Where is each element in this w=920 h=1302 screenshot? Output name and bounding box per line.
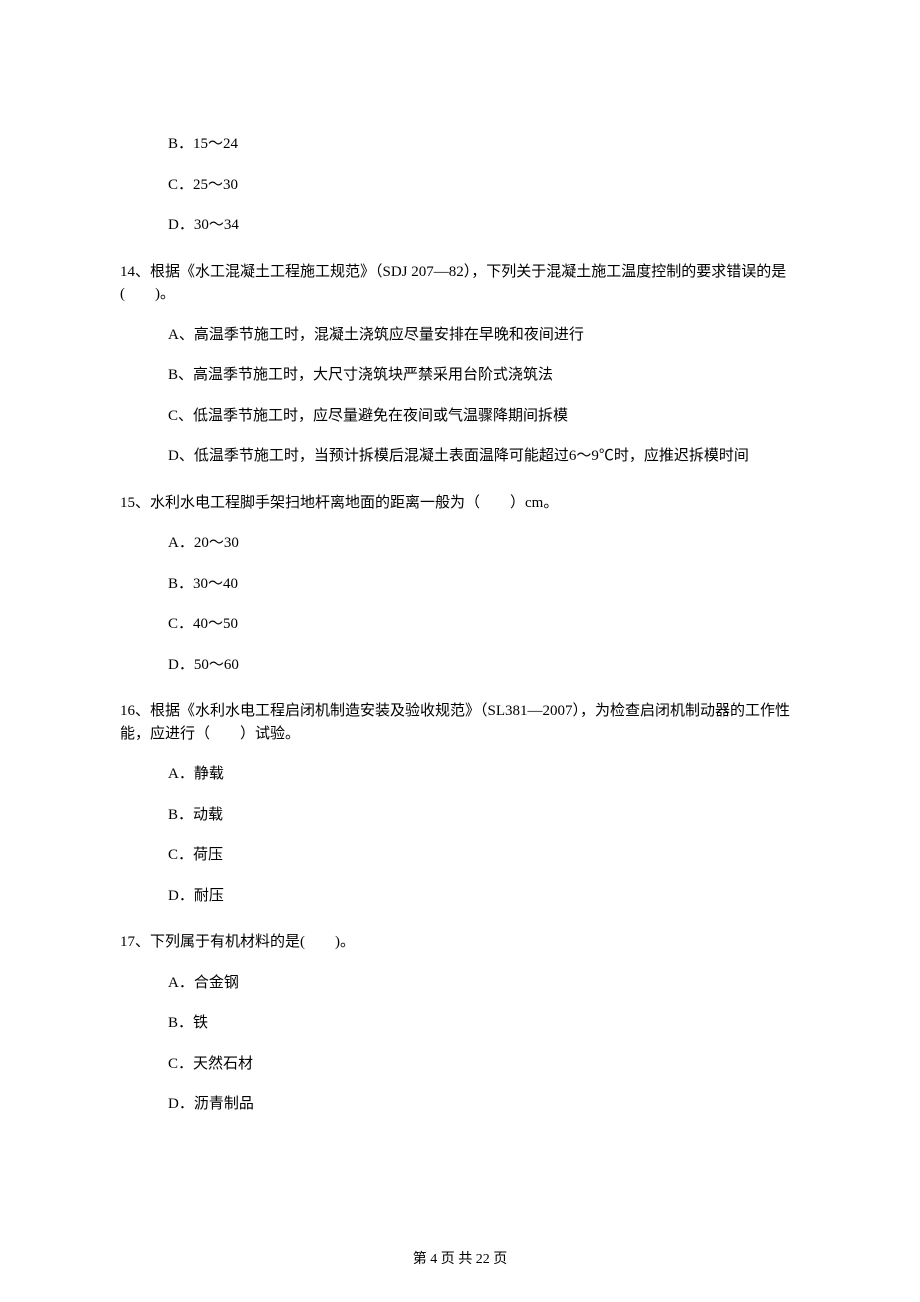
option: B．30～40 xyxy=(168,573,800,596)
option: A、高温季节施工时，混凝土浇筑应尽量安排在早晚和夜间进行 xyxy=(168,324,800,347)
option: D．耐压 xyxy=(168,885,800,908)
option: B．动载 xyxy=(168,804,800,827)
option: A．静载 xyxy=(168,763,800,786)
option: A．20～30 xyxy=(168,532,800,555)
question-stem: 16、根据《水利水电工程启闭机制造安装及验收规范》（SL381—2007），为检… xyxy=(120,700,800,745)
option: B、高温季节施工时，大尺寸浇筑块严禁采用台阶式浇筑法 xyxy=(168,364,800,387)
page: B．15～24 C．25～30 D．30～34 14、根据《水工混凝土工程施工规… xyxy=(0,0,920,1302)
option: C．天然石材 xyxy=(168,1053,800,1076)
option: D、低温季节施工时，当预计拆模后混凝土表面温降可能超过6～9℃时，应推迟拆模时间 xyxy=(168,445,800,468)
page-footer: 第 4 页 共 22 页 xyxy=(0,1249,920,1270)
option: D．沥青制品 xyxy=(168,1093,800,1116)
question-stem: 15、水利水电工程脚手架扫地杆离地面的距离一般为（ ）cm。 xyxy=(120,492,800,515)
option: C、低温季节施工时，应尽量避免在夜间或气温骤降期间拆模 xyxy=(168,405,800,428)
question-stem: 17、下列属于有机材料的是( )。 xyxy=(120,931,800,954)
option: D．30～34 xyxy=(168,214,800,237)
option: C．25～30 xyxy=(168,174,800,197)
option: B．铁 xyxy=(168,1012,800,1035)
question-stem: 14、根据《水工混凝土工程施工规范》（SDJ 207—82），下列关于混凝土施工… xyxy=(120,261,800,306)
option: C．荷压 xyxy=(168,844,800,867)
option: D．50～60 xyxy=(168,654,800,677)
option: B．15～24 xyxy=(168,133,800,156)
option: A．合金钢 xyxy=(168,972,800,995)
option-text: D、低温季节施工时，当预计拆模后混凝土表面温降可能超过6～9℃时，应推迟拆模时间 xyxy=(120,445,800,468)
option: C．40～50 xyxy=(168,613,800,636)
